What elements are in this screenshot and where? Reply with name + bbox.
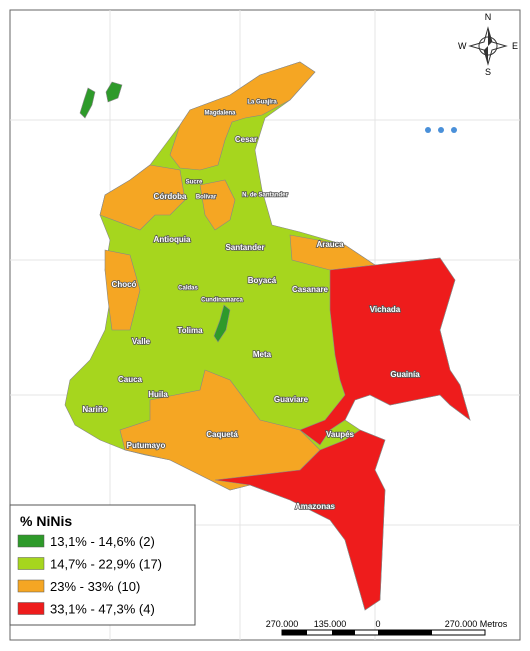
region-shape xyxy=(213,304,231,343)
region-shape xyxy=(214,429,386,611)
region-shape xyxy=(169,61,316,171)
region-label: N. de Santander xyxy=(242,193,288,199)
region-label: Guainía xyxy=(390,370,420,379)
region-label: Putumayo xyxy=(127,441,166,450)
legend-swatch xyxy=(17,602,45,615)
region-label: Chocó xyxy=(112,280,137,289)
region-label: Arauca xyxy=(316,240,344,249)
region-label: La Guajira xyxy=(247,100,277,106)
compass-w: W xyxy=(458,41,467,51)
compass-n: N xyxy=(485,12,492,22)
legend-label: 33,1% - 47,3% (4) xyxy=(50,602,155,617)
region-label: Guaviare xyxy=(274,395,309,404)
scale-label: 270.000 Metros xyxy=(445,619,508,629)
region-label: Caldas xyxy=(178,286,198,292)
legend-label: 13,1% - 14,6% (2) xyxy=(50,534,155,549)
region-label: Huila xyxy=(148,390,168,399)
region-label: Cauca xyxy=(118,375,143,384)
scale-bar-segment xyxy=(378,630,432,635)
region-label: Bolívar xyxy=(196,195,217,201)
scale-label: 0 xyxy=(375,619,380,629)
scale-bar-segment xyxy=(282,630,307,635)
scale-label: 270.000 xyxy=(266,619,299,629)
compass: N S E W xyxy=(458,12,518,77)
legend-swatch xyxy=(17,534,45,548)
region-label: Tolima xyxy=(177,326,203,335)
region-shape xyxy=(104,249,141,331)
island-marker xyxy=(451,127,457,133)
compass-ring xyxy=(478,36,498,56)
legend-swatch xyxy=(17,557,45,570)
region-label: Valle xyxy=(132,337,151,346)
region-label: Sucre xyxy=(186,180,203,186)
region-label: Meta xyxy=(253,350,272,359)
island xyxy=(79,87,96,119)
regions xyxy=(64,61,471,611)
region-label: Amazonas xyxy=(295,502,336,511)
region-label: Magdalena xyxy=(204,111,236,117)
legend-title: % NiNis xyxy=(20,513,72,529)
region-label: Boyacá xyxy=(248,276,277,285)
region-labels: La Guajira Magdalena Cesar Sucre Córdoba Bolí… xyxy=(82,99,421,512)
legend: % NiNis 13,1% - 14,6% (2) 14,7% - 22,9% (… xyxy=(9,504,196,626)
region-label: Córdoba xyxy=(154,192,187,201)
region-label: Caquetá xyxy=(206,430,238,439)
region-label: Nariño xyxy=(82,405,107,414)
compass-s: S xyxy=(485,67,491,77)
region-label: Casanare xyxy=(292,285,329,294)
region-label: Cundinamarca xyxy=(201,298,243,304)
scale-label: 135.000 xyxy=(314,619,347,629)
region-label: Vichada xyxy=(370,305,401,314)
region-label: Cesar xyxy=(235,135,257,144)
scale-bar: 270.000 135.000 0 270.000 Metros xyxy=(266,619,508,636)
region-shape xyxy=(299,257,471,446)
legend-label: 23% - 33% (10) xyxy=(50,579,140,594)
island-marker xyxy=(438,127,444,133)
legend-swatch xyxy=(17,579,45,593)
scale-bar-segment xyxy=(332,630,355,635)
island-marker xyxy=(425,127,431,133)
compass-e: E xyxy=(512,41,518,51)
island xyxy=(105,81,123,103)
region-shape xyxy=(99,164,186,231)
region-label: Antioquia xyxy=(154,235,191,244)
region-shape xyxy=(199,179,236,231)
region-label: Vaupés xyxy=(326,430,355,439)
region-label: Santander xyxy=(225,243,264,252)
legend-label: 14,7% - 22,9% (17) xyxy=(50,557,162,572)
